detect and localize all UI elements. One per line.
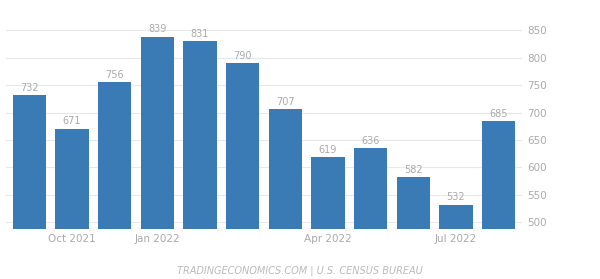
Bar (55, 129, 89, 279)
Bar (482, 121, 515, 279)
Text: 619: 619 (319, 145, 337, 155)
Bar (311, 157, 344, 279)
Bar (98, 82, 131, 279)
Bar (354, 148, 387, 279)
Text: 636: 636 (361, 136, 380, 146)
Text: TRADINGECONOMICS.COM | U.S. CENSUS BUREAU: TRADINGECONOMICS.COM | U.S. CENSUS BUREA… (177, 266, 423, 276)
Bar (13, 95, 46, 279)
Text: 671: 671 (63, 116, 82, 126)
Text: 707: 707 (276, 97, 295, 107)
Text: 839: 839 (148, 24, 167, 34)
Bar (439, 205, 473, 279)
Text: 756: 756 (106, 70, 124, 80)
Bar (269, 109, 302, 279)
Text: 532: 532 (446, 193, 465, 203)
Bar (184, 41, 217, 279)
Text: 685: 685 (489, 109, 508, 119)
Text: 582: 582 (404, 165, 422, 175)
Text: 790: 790 (233, 51, 252, 61)
Bar (397, 177, 430, 279)
Bar (141, 37, 174, 279)
Bar (226, 63, 259, 279)
Text: 732: 732 (20, 83, 39, 93)
Text: 831: 831 (191, 29, 209, 39)
